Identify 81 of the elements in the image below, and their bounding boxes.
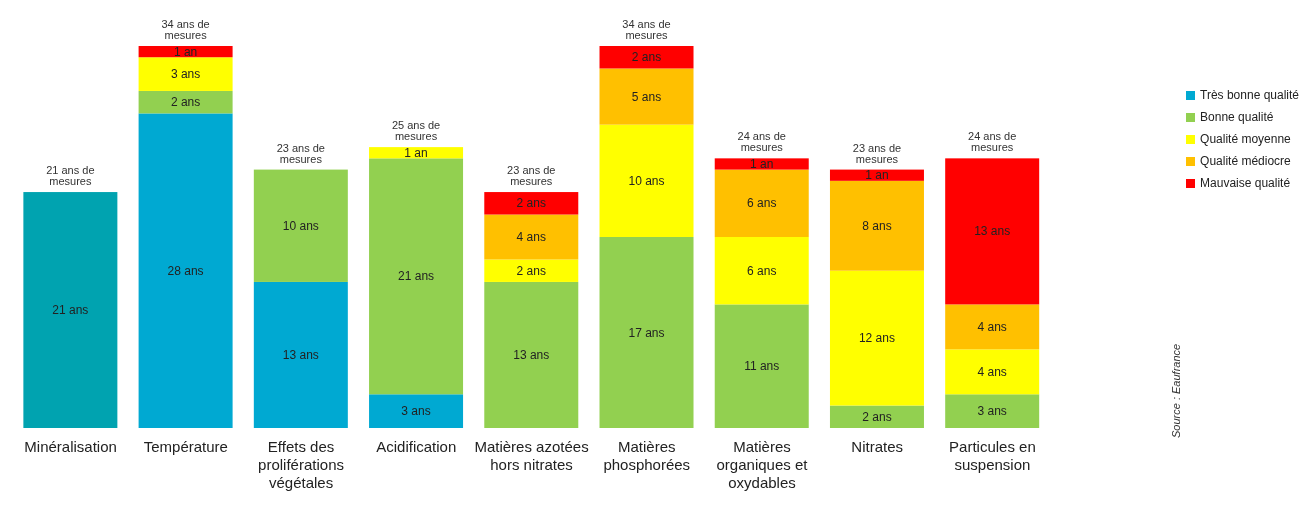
bar [714,169,809,237]
legend-label: Très bonne qualité [1200,88,1299,102]
bar [714,237,809,305]
data-label: 17 ans [628,325,665,340]
bar [945,304,1040,350]
legend-label: Qualité médiocre [1200,154,1291,168]
bar [599,46,694,69]
bar [829,270,924,406]
data-label: 12 ans [858,331,895,346]
total-label: 23 ans de mesures [852,141,902,165]
bar [599,124,694,237]
source-note: Source : Eaufrance [1170,343,1182,438]
data-label: 4 ans [977,364,1007,379]
bar [484,192,579,215]
total-label: 23 ans de mesures [276,141,325,165]
bar [138,113,233,428]
bar [484,214,579,260]
data-label: 11 ans [744,359,780,374]
x-tick-label: Acidification [376,438,457,455]
data-label: 3 ans [977,404,1007,419]
data-label: 2 ans [170,95,201,110]
bar [714,304,809,428]
bar [829,405,924,428]
data-label: 2 ans [862,409,892,424]
bar [599,68,694,125]
x-tick-label: Particules en suspension [949,438,1036,473]
data-label: 10 ans [628,173,665,188]
data-label: 1 an [750,156,774,171]
data-label: 1 an [173,44,198,59]
x-tick-label: Effets des proliférations végétales [258,438,345,491]
data-label: 28 ans [167,263,204,278]
total-label: 23 ans de mesures [507,164,556,188]
bar [484,259,579,282]
bar [138,57,233,91]
bar [599,237,694,428]
data-label: 21 ans [398,269,435,284]
data-label: 2 ans [516,263,546,278]
x-tick-label: Température [143,438,228,455]
legend-label: Qualité moyenne [1200,132,1291,146]
x-tick-label: Nitrates [851,438,904,455]
data-label: 3 ans [170,67,201,82]
legend-label: Mauvaise qualité [1200,176,1291,190]
data-label: 8 ans [862,218,892,233]
data-label: 10 ans [282,218,319,233]
bar [714,158,809,170]
data-label: 6 ans [747,196,777,211]
total-label: 34 ans de mesures [161,18,210,41]
bar [253,281,348,428]
bar [945,158,1040,305]
total-label: 24 ans de mesures [968,130,1017,154]
data-label: 6 ans [747,263,777,278]
bar [138,90,233,114]
legend-label: Bonne qualité [1200,110,1274,124]
total-label: 24 ans de mesures [737,130,786,154]
bar [369,158,464,395]
bar [829,180,924,271]
data-label: 21 ans [52,303,89,318]
data-label: 1 an [865,168,889,183]
bar [484,281,579,428]
data-label: 5 ans [631,89,662,104]
data-label: 13 ans [282,347,319,362]
data-label: 13 ans [513,347,550,362]
data-label: 4 ans [977,319,1007,334]
data-label: 3 ans [401,404,431,419]
bar [369,394,464,428]
x-tick-label: Matières organiques et oxydables [716,438,809,491]
x-tick-label: Minéralisation [24,438,117,455]
data-label: 2 ans [631,50,662,65]
total-label: 21 ans de mesures [46,164,95,188]
total-label: 34 ans de mesures [622,18,671,41]
data-label: 1 an [404,145,428,160]
bar [945,349,1040,395]
x-tick-label: Matières phosphorées [603,438,691,473]
bar [253,169,348,282]
total-label: 25 ans de mesures [391,119,441,143]
data-label: 4 ans [516,230,546,244]
data-label: 2 ans [516,196,546,211]
data-label: 13 ans [974,224,1011,239]
x-tick-label: Matières azotées hors nitrates [474,438,589,473]
bar [23,192,118,428]
bar [945,394,1040,428]
